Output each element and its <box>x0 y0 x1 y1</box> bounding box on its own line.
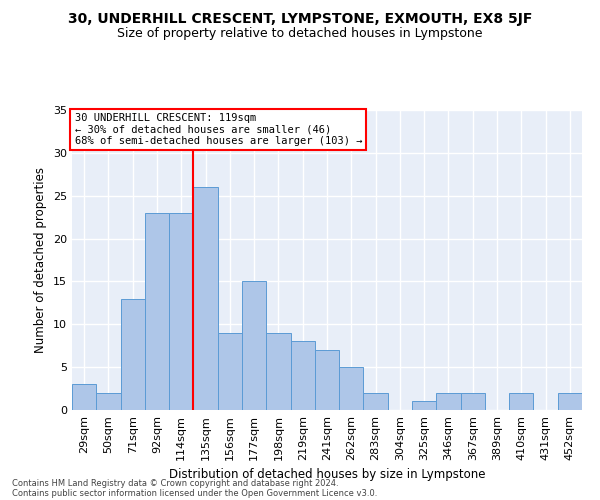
Bar <box>315 350 339 410</box>
Y-axis label: Number of detached properties: Number of detached properties <box>34 167 47 353</box>
Bar <box>364 393 388 410</box>
Bar <box>169 213 193 410</box>
Bar <box>96 393 121 410</box>
Text: Size of property relative to detached houses in Lympstone: Size of property relative to detached ho… <box>117 28 483 40</box>
Bar <box>461 393 485 410</box>
Bar <box>72 384 96 410</box>
X-axis label: Distribution of detached houses by size in Lympstone: Distribution of detached houses by size … <box>169 468 485 481</box>
Bar <box>193 187 218 410</box>
Bar <box>558 393 582 410</box>
Bar <box>412 402 436 410</box>
Bar <box>509 393 533 410</box>
Text: 30, UNDERHILL CRESCENT, LYMPSTONE, EXMOUTH, EX8 5JF: 30, UNDERHILL CRESCENT, LYMPSTONE, EXMOU… <box>68 12 532 26</box>
Bar <box>290 342 315 410</box>
Bar <box>339 367 364 410</box>
Bar <box>436 393 461 410</box>
Bar <box>121 298 145 410</box>
Text: Contains HM Land Registry data © Crown copyright and database right 2024.: Contains HM Land Registry data © Crown c… <box>12 478 338 488</box>
Bar <box>242 282 266 410</box>
Bar <box>218 333 242 410</box>
Bar <box>266 333 290 410</box>
Text: 30 UNDERHILL CRESCENT: 119sqm
← 30% of detached houses are smaller (46)
68% of s: 30 UNDERHILL CRESCENT: 119sqm ← 30% of d… <box>74 113 362 146</box>
Bar <box>145 213 169 410</box>
Text: Contains public sector information licensed under the Open Government Licence v3: Contains public sector information licen… <box>12 488 377 498</box>
